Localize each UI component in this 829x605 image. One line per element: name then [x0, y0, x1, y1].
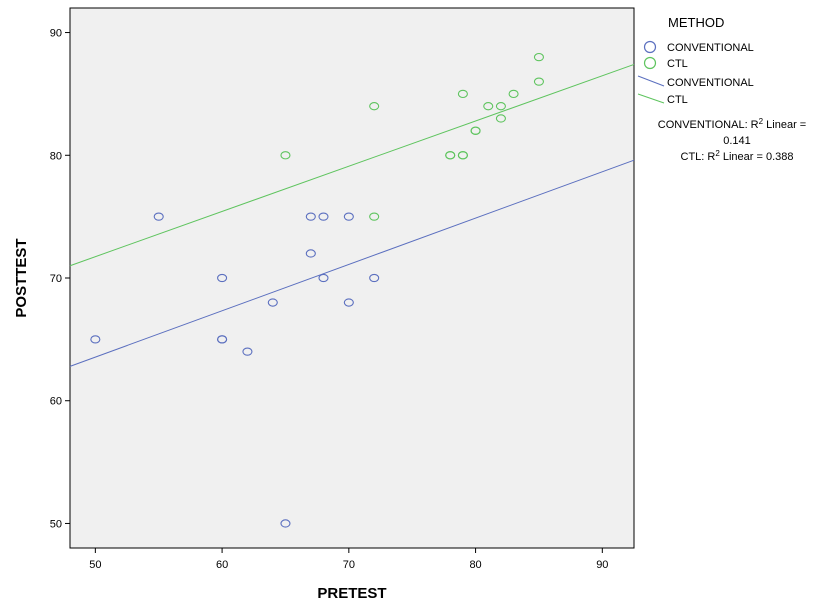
point-conventional-9 [305, 249, 316, 258]
y-tick-label-80: 80 [50, 150, 62, 162]
point-ctl-15 [533, 77, 544, 86]
legend-label-conventional-line: CONVENTIONAL [667, 77, 754, 89]
legend-marker-ctl [643, 56, 657, 70]
point-conventional-6 [267, 298, 278, 307]
y-tick-label-50: 50 [50, 518, 62, 530]
y-axis: 50 60 70 80 90 [50, 28, 70, 530]
y-axis-title: POSTTEST [13, 238, 30, 317]
point-ctl-1 [369, 102, 380, 111]
point-conventional-4 [217, 335, 228, 344]
point-conventional-5 [242, 347, 253, 356]
fit-line-ctl [69, 63, 635, 267]
legend-label-ctl-line: CTL [667, 94, 688, 106]
x-tick-label-60: 60 [216, 559, 228, 571]
point-conventional-8 [305, 212, 316, 221]
r2-conventional-label: CONVENTIONAL: R2 Linear = [658, 117, 806, 131]
point-conventional-11 [318, 273, 329, 283]
r2-ctl-label: CTL: R2 Linear = 0.388 [681, 149, 794, 163]
legend-line-conventional [637, 75, 665, 87]
x-tick-label-90: 90 [596, 559, 608, 571]
x-axis-title: PRETEST [317, 585, 386, 602]
point-ctl-0 [280, 151, 291, 160]
y-tick-label-70: 70 [50, 273, 62, 285]
legend-label-ctl-marker: CTL [667, 58, 688, 70]
y-tick-label-60: 60 [50, 396, 62, 408]
point-ctl-7 [457, 151, 468, 160]
point-ctl-4 [445, 151, 456, 160]
point-ctl-11 [495, 102, 506, 111]
point-ctl-5 [457, 89, 468, 99]
point-conventional-1 [153, 212, 164, 221]
point-ctl-12 [495, 114, 506, 123]
x-axis: 50 60 70 80 90 [89, 548, 608, 571]
point-conventional-14 [369, 273, 380, 283]
fit-line-conventional [69, 159, 635, 367]
point-conventional-10 [318, 212, 329, 221]
point-ctl-2 [369, 212, 380, 221]
point-ctl-14 [533, 52, 544, 62]
point-conventional-2 [217, 273, 228, 283]
fit-lines [69, 63, 635, 367]
legend-line-ctl [637, 93, 665, 104]
x-tick-label-80: 80 [469, 559, 481, 571]
data-points [90, 52, 544, 528]
legend-label-conventional-marker: CONVENTIONAL [667, 42, 754, 54]
point-conventional-7 [280, 519, 291, 528]
legend-marker-conventional [643, 40, 657, 54]
x-tick-label-70: 70 [343, 559, 355, 571]
point-ctl-9 [470, 126, 481, 135]
point-conventional-0 [90, 335, 101, 344]
point-ctl-10 [483, 102, 494, 111]
legend-title: METHOD [668, 15, 724, 30]
y-tick-label-90: 90 [50, 28, 62, 40]
point-conventional-12 [343, 212, 354, 221]
point-conventional-13 [343, 298, 354, 307]
plot-area [69, 7, 635, 549]
legend: METHOD CONVENTIONAL CTL CONVENTIONAL CTL [637, 15, 754, 106]
r2-conventional-value: 0.141 [723, 135, 751, 147]
r2-annotations: CONVENTIONAL: R2 Linear = 0.141 CTL: R2 … [658, 117, 806, 163]
point-ctl-13 [508, 89, 519, 99]
x-tick-label-50: 50 [89, 559, 101, 571]
